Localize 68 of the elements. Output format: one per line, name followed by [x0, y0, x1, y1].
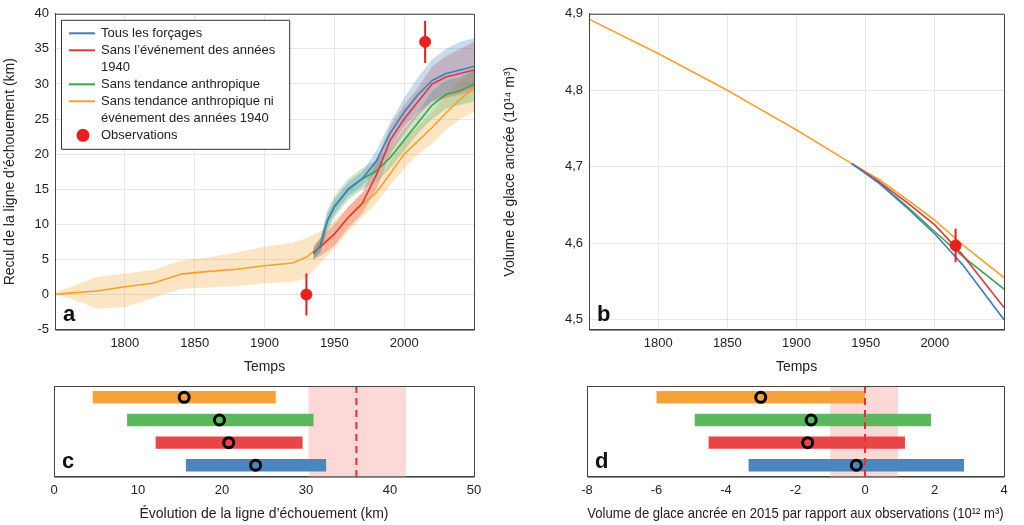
- point: [249, 458, 263, 472]
- point: [849, 458, 863, 472]
- point: [801, 436, 815, 450]
- y-axis-title: Volume de glace ancrée (10¹⁴ m³): [501, 66, 518, 277]
- y-tick-label: 25: [34, 110, 49, 126]
- y-tick-label: 4,6: [564, 234, 583, 250]
- x-tick-label: 4: [1000, 481, 1008, 497]
- x-tick-label: -6: [650, 481, 663, 497]
- x-tick-label: 1850: [180, 334, 210, 350]
- x-tick-label: -4: [720, 481, 732, 497]
- y-tick-label: 4,7: [564, 158, 583, 174]
- x-tick-label: 1800: [110, 334, 140, 350]
- bar: [748, 459, 965, 472]
- legend-label: Sans tendance anthropique: [101, 75, 261, 91]
- point: [754, 390, 768, 404]
- bar: [694, 413, 932, 427]
- bar: [127, 413, 314, 427]
- y-tick-label: 0: [41, 286, 49, 302]
- x-axis-title: Temps: [775, 358, 818, 375]
- point: [804, 413, 818, 427]
- legend-label: Observations: [101, 126, 179, 142]
- legend-label: Sans tendance anthropique ni événement des années 1940: [101, 92, 274, 125]
- x-tick-label: 10: [130, 481, 146, 497]
- point: [222, 436, 236, 450]
- y-tick-label: 4,5: [564, 311, 583, 327]
- annotation: c: [62, 447, 75, 473]
- bar: [656, 391, 865, 404]
- x-axis-title: Volume de glace ancrée en 2015 par rapport aux observations (10¹² m³): [587, 506, 1004, 522]
- y-tick-label: 10: [34, 215, 49, 231]
- annotation: d: [595, 447, 609, 473]
- x-tick-label: 2: [930, 481, 939, 497]
- y-tick-label: 40: [34, 5, 49, 21]
- x-tick-label: 1800: [643, 334, 673, 350]
- x-tick-label: 50: [466, 481, 482, 497]
- point: [177, 390, 191, 404]
- annotation: b: [597, 300, 611, 326]
- x-tick-label: 2000: [389, 334, 419, 350]
- legend-label: Sans l’événement des années 1940: [101, 41, 276, 74]
- x-tick-label: -8: [581, 481, 593, 497]
- x-tick-label: -2: [789, 481, 802, 497]
- bar: [92, 391, 276, 404]
- bar: [155, 436, 303, 449]
- bar: [185, 459, 327, 472]
- y-tick-label: 15: [34, 180, 49, 196]
- legend-label: Tous les forçages: [101, 24, 203, 40]
- x-tick-label: 20: [214, 481, 230, 497]
- x-tick-label: 0: [861, 481, 869, 497]
- annotation: a: [63, 300, 76, 326]
- x-tick-label: 1850: [712, 334, 742, 350]
- point: [212, 413, 226, 427]
- x-axis-title: Évolution de la ligne d’échouement (km): [139, 505, 389, 522]
- x-tick-label: 40: [382, 481, 398, 497]
- x-tick-label: 30: [298, 481, 314, 497]
- y-tick-label: 4,8: [564, 81, 583, 97]
- y-tick-label: 5: [41, 251, 49, 266]
- y-tick-label: 35: [34, 40, 49, 56]
- y-axis-title: Recul de la ligne d’échouement (km): [1, 58, 18, 286]
- y-tick-label: 30: [34, 75, 49, 91]
- x-tick-label: 1900: [250, 334, 279, 350]
- y-tick-label: -5: [37, 321, 49, 337]
- x-tick-label: 1900: [782, 334, 811, 350]
- x-tick-label: 1950: [319, 334, 349, 350]
- x-tick-label: 2000: [920, 334, 950, 350]
- x-tick-label: 1950: [851, 334, 881, 350]
- y-tick-label: 20: [34, 145, 49, 161]
- x-axis-title: Temps: [243, 358, 286, 375]
- y-tick-label: 4,9: [564, 5, 583, 21]
- bar: [708, 436, 905, 449]
